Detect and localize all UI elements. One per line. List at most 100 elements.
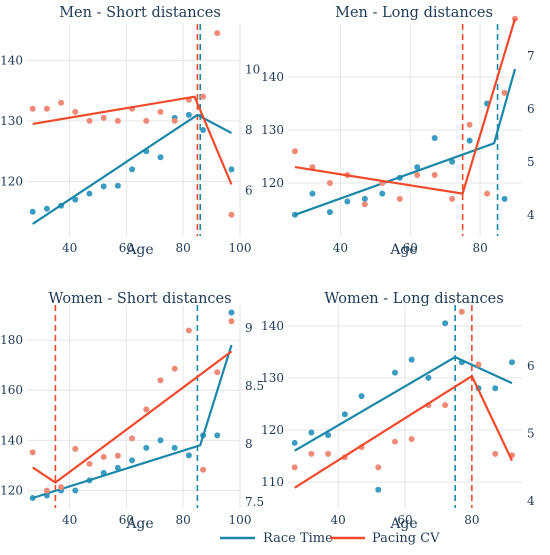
panel-title: Men - Short distances <box>59 5 221 21</box>
race-time-point <box>129 457 136 464</box>
x-tick-label: 60 <box>119 513 134 527</box>
pacing-cv-point <box>458 308 465 315</box>
race-time-point <box>143 444 150 451</box>
race-time-fit-line <box>294 68 517 216</box>
race-time-point <box>425 374 432 381</box>
x-tick-label: 100 <box>229 513 252 527</box>
race-time-point <box>185 452 192 459</box>
y-right-tick-label: 8.5 <box>245 379 264 393</box>
pacing-cv-point <box>114 452 121 459</box>
y-right-tick-label: 7 <box>527 49 535 63</box>
pacing-cv-point <box>326 180 333 186</box>
pacing-cv-point <box>200 466 207 473</box>
pacing-cv-point <box>43 105 50 112</box>
y-left-tick-label: 140 <box>261 319 284 333</box>
y-left-tick-label: 120 <box>261 176 284 190</box>
pacing-cv-point <box>143 117 150 124</box>
race-time-point <box>214 432 221 439</box>
y-right-tick-label: 7.5 <box>245 495 264 509</box>
pacing-cv-point <box>325 450 332 457</box>
pacing-cv-point <box>72 108 79 115</box>
x-tick-label: 40 <box>62 241 77 255</box>
race-time-point <box>442 320 449 327</box>
x-tick-label: 40 <box>62 513 77 527</box>
pacing-cv-point <box>29 449 36 456</box>
pacing-cv-point <box>100 114 107 121</box>
pacing-cv-point <box>466 121 473 128</box>
pacing-cv-point <box>291 148 298 155</box>
y-left-tick-label: 140 <box>0 433 23 447</box>
race-time-point <box>449 158 456 165</box>
x-tick-label: 80 <box>176 513 191 527</box>
y-right-tick-label: 4 <box>527 208 535 222</box>
race-time-point <box>375 486 382 493</box>
pacing-cv-point <box>501 89 508 96</box>
pacing-cv-point <box>408 435 415 442</box>
pacing-cv-fit-line <box>294 374 513 489</box>
pacing-cv-fit-line <box>32 95 233 185</box>
y-right-tick-label: 9 <box>245 321 253 335</box>
pacing-cv-point <box>396 195 403 202</box>
race-time-point <box>86 190 93 197</box>
pacing-cv-point <box>43 487 50 494</box>
panel-men-long: Men - Long distances 120 130 140 4 5 6 7 40 60 80 A… <box>261 5 535 258</box>
pacing-cv-point <box>391 438 398 445</box>
y-right-tick-label: 5 <box>527 155 535 169</box>
y-left-tick-label: 120 <box>0 483 23 497</box>
race-time-fit-line <box>294 355 513 452</box>
x-axis-label: Age <box>125 242 153 258</box>
x-axis-label: Age <box>389 516 417 532</box>
pacing-cv-point <box>442 402 449 409</box>
pacing-cv-point <box>492 450 499 457</box>
pacing-cv-point <box>100 453 107 460</box>
race-time-point <box>379 190 386 197</box>
race-time-point <box>43 205 50 212</box>
race-time-point <box>29 208 36 215</box>
race-time-point <box>72 487 79 494</box>
x-tick-label: 40 <box>331 513 346 527</box>
race-time-point <box>341 411 348 418</box>
race-time-point <box>431 134 438 141</box>
x-tick-label: 60 <box>119 241 134 255</box>
race-time-point <box>492 385 499 392</box>
legend-pacing-label: Pacing CV <box>372 531 440 546</box>
x-tick-label: 80 <box>472 241 487 255</box>
race-time-point <box>228 166 235 173</box>
x-axis-label: Age <box>389 242 417 258</box>
y-right-tick-label: 8 <box>245 437 253 451</box>
race-time-point <box>361 195 368 202</box>
x-tick-label: 80 <box>176 241 191 255</box>
pacing-cv-point <box>157 108 164 115</box>
x-tick-label: 100 <box>229 241 252 255</box>
race-time-point <box>129 166 136 173</box>
y-left-tick-label: 140 <box>261 70 284 84</box>
race-time-point <box>358 393 365 400</box>
pacing-cv-point <box>72 445 79 452</box>
y-right-tick-label: 4 <box>527 494 535 508</box>
pacing-cv-point <box>228 211 235 218</box>
y-right-tick-label: 10 <box>245 62 260 76</box>
race-time-point <box>114 182 121 189</box>
y-left-tick-label: 130 <box>261 371 284 385</box>
race-time-point <box>157 154 164 161</box>
pacing-cv-point <box>308 450 315 457</box>
race-time-point <box>228 309 235 316</box>
pacing-cv-point <box>86 117 93 124</box>
race-time-point <box>501 195 508 202</box>
race-time-point <box>291 439 298 446</box>
race-time-point <box>309 190 316 197</box>
pacing-cv-point <box>200 93 207 100</box>
pacing-cv-point <box>129 435 136 442</box>
legend-race-label: Race Time <box>263 531 333 546</box>
pacing-cv-point <box>58 484 65 491</box>
y-left-tick-label: 120 <box>261 423 284 437</box>
pacing-cv-point <box>475 361 482 368</box>
x-tick-label: 80 <box>464 513 479 527</box>
pacing-cv-fit-line <box>294 18 517 195</box>
panel-men-short: Men - Short distances 120 130 140 6 8 10 40 60 80… <box>0 5 260 258</box>
panel-title: Women - Short distances <box>48 291 231 307</box>
pacing-cv-point <box>361 201 368 208</box>
y-left-tick-label: 130 <box>0 114 23 128</box>
y-right-tick-label: 8 <box>245 123 253 137</box>
pacing-cv-point <box>29 105 36 112</box>
